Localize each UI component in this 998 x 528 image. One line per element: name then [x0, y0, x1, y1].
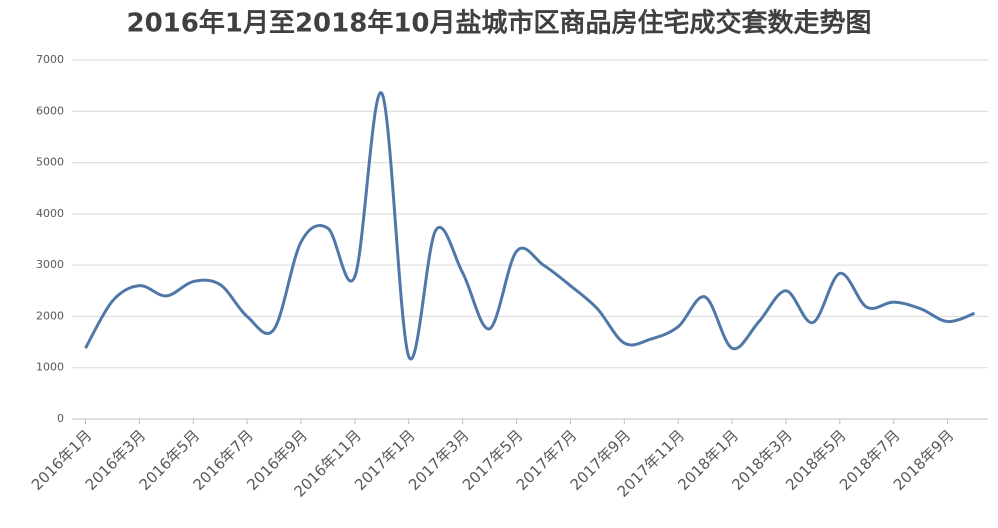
- y-tick-label: 5000: [36, 156, 64, 169]
- y-tick-label: 6000: [36, 104, 64, 117]
- y-tick-label: 4000: [36, 207, 64, 220]
- y-tick-label: 7000: [36, 53, 64, 66]
- y-tick-label: 0: [57, 412, 64, 425]
- y-tick-label: 1000: [36, 361, 64, 374]
- y-tick-label: 2000: [36, 309, 64, 322]
- y-tick-label: 3000: [36, 258, 64, 271]
- data-line: [84, 91, 976, 361]
- chart-title: 2016年1月至2018年10月盐城市区商品房住宅成交套数走势图: [127, 8, 872, 39]
